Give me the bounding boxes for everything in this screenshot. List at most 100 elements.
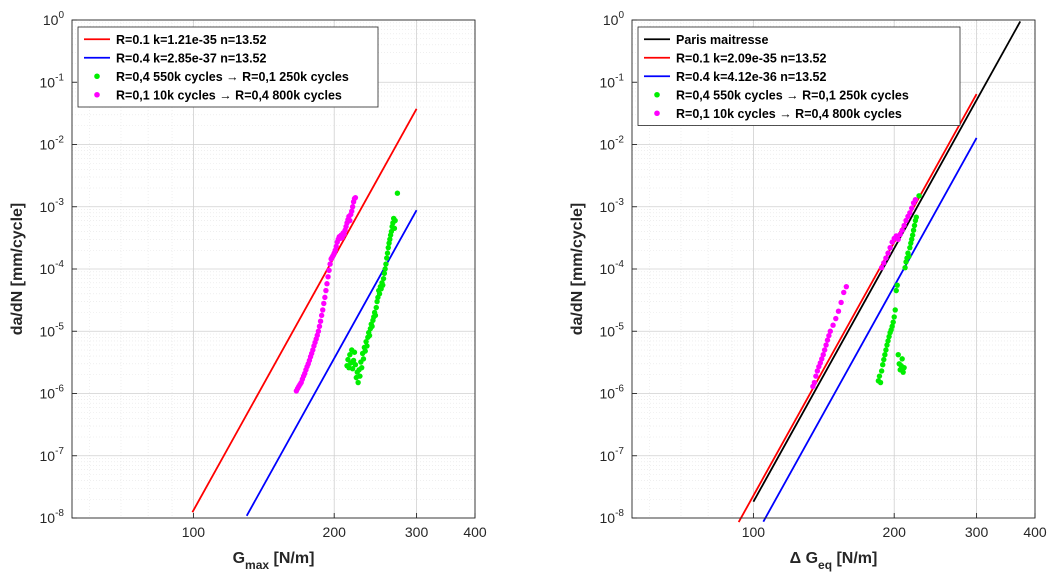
data-point	[909, 236, 915, 242]
y-tick-label: 10-5	[40, 321, 65, 339]
data-point	[881, 356, 887, 363]
data-point	[320, 307, 326, 313]
data-point	[884, 342, 890, 348]
data-point	[912, 196, 919, 203]
scatter-series	[293, 190, 401, 394]
x-tick-label: 300	[405, 524, 429, 540]
legend-entry-label: R=0.1 k=2.09e-35 n=13.52	[676, 51, 827, 65]
data-point	[821, 347, 828, 353]
data-point	[835, 308, 842, 314]
data-point	[364, 343, 370, 349]
y-axis-label: da/dN [mm/cycle]	[9, 203, 26, 335]
legend-entry-label: R=0,1 10k cycles → R=0,4 800k cycles	[676, 107, 902, 121]
data-point	[895, 236, 901, 242]
legend-entry-label: Paris maitresse	[676, 33, 768, 47]
chart-left: 10-8 10-7 10-6 10-5 10-4 10-3 10-2 10-1 100 100 20…	[9, 10, 487, 572]
data-point	[893, 287, 899, 294]
x-axis-label: Δ Geq [N/m]	[790, 550, 878, 572]
data-point	[314, 332, 320, 339]
data-point	[363, 338, 369, 345]
data-point	[900, 369, 906, 375]
data-point	[881, 260, 887, 266]
data-point	[826, 332, 832, 339]
data-point	[887, 244, 893, 251]
y-tick-label: 10-4	[600, 259, 625, 277]
y-tick-label: 10-7	[40, 446, 65, 464]
fit-lines	[737, 21, 1022, 523]
data-point	[897, 231, 903, 238]
data-point	[811, 379, 818, 386]
data-point	[385, 244, 391, 251]
legend-marker-swatch	[654, 110, 660, 117]
data-point	[909, 232, 916, 238]
data-point	[878, 368, 885, 374]
legend-entry-label: R=0,4 550k cycles → R=0,1 250k cycles	[676, 88, 909, 102]
y-tick-label: 10-7	[600, 446, 625, 464]
data-point	[889, 323, 895, 330]
data-point	[350, 357, 357, 364]
data-point	[899, 227, 905, 233]
y-tick-label: 10-8	[40, 508, 65, 526]
y-tick-label: 10-1	[40, 72, 65, 90]
data-point	[322, 294, 328, 301]
data-point	[349, 208, 355, 214]
legend-marker-swatch	[94, 91, 100, 98]
data-point	[813, 373, 819, 379]
legend-marker-swatch	[94, 73, 100, 80]
fit-line	[752, 21, 1022, 503]
data-point	[347, 352, 353, 358]
data-point	[841, 289, 847, 296]
data-point	[901, 364, 907, 371]
data-point	[351, 349, 358, 355]
legend-entry-label: R=0,4 550k cycles → R=0,1 250k cycles	[116, 70, 349, 84]
data-point	[359, 364, 365, 371]
data-point	[392, 217, 398, 224]
data-point	[902, 264, 908, 271]
y-axis-label: da/dN [mm/cycle]	[569, 203, 586, 335]
x-axis-label: Gmax [N/m]	[233, 550, 315, 572]
y-tick-label: 100	[43, 10, 65, 28]
data-point	[906, 253, 912, 259]
data-point	[384, 250, 391, 256]
data-point	[360, 356, 367, 362]
data-point	[376, 291, 383, 297]
legend: R=0.1 k=1.21e-35 n=13.52 R=0.4 k=2.85e-37…	[77, 26, 379, 108]
data-point	[883, 255, 889, 261]
data-point	[883, 347, 889, 353]
data-point	[381, 270, 388, 277]
data-point	[895, 352, 901, 358]
legend-entry-label: R=0.1 k=1.21e-35 n=13.52	[116, 33, 267, 47]
legend: Paris maitresse R=0.1 k=2.09e-35 n=13.52 R…	[637, 26, 961, 126]
x-tick-label: 200	[883, 524, 907, 540]
legend-entry-label: R=0.4 k=2.85e-37 n=13.52	[116, 51, 267, 65]
data-point	[892, 307, 898, 313]
data-point	[911, 222, 918, 229]
data-point	[876, 373, 883, 379]
data-point	[823, 342, 829, 348]
x-tick-label: 200	[323, 524, 347, 540]
scatter-series	[810, 193, 922, 390]
data-point	[903, 217, 909, 224]
x-tick-label: 400	[463, 524, 487, 540]
data-point	[894, 282, 900, 288]
data-point	[369, 323, 375, 330]
x-tick-label: 400	[1023, 524, 1047, 540]
data-point	[885, 250, 891, 256]
data-point	[327, 261, 333, 267]
data-point	[391, 225, 398, 232]
y-tick-label: 10-4	[40, 259, 65, 277]
data-point	[885, 338, 891, 344]
data-point	[882, 352, 888, 358]
data-point	[349, 204, 356, 210]
data-point	[827, 328, 833, 334]
data-point	[316, 323, 323, 330]
y-tick-label: 10-2	[600, 135, 625, 153]
y-tick-label: 10-5	[600, 321, 625, 339]
data-point	[349, 366, 356, 372]
data-point	[843, 283, 850, 290]
data-point	[387, 236, 393, 242]
data-point	[891, 314, 897, 320]
data-point	[909, 205, 915, 211]
legend-box	[637, 26, 961, 126]
